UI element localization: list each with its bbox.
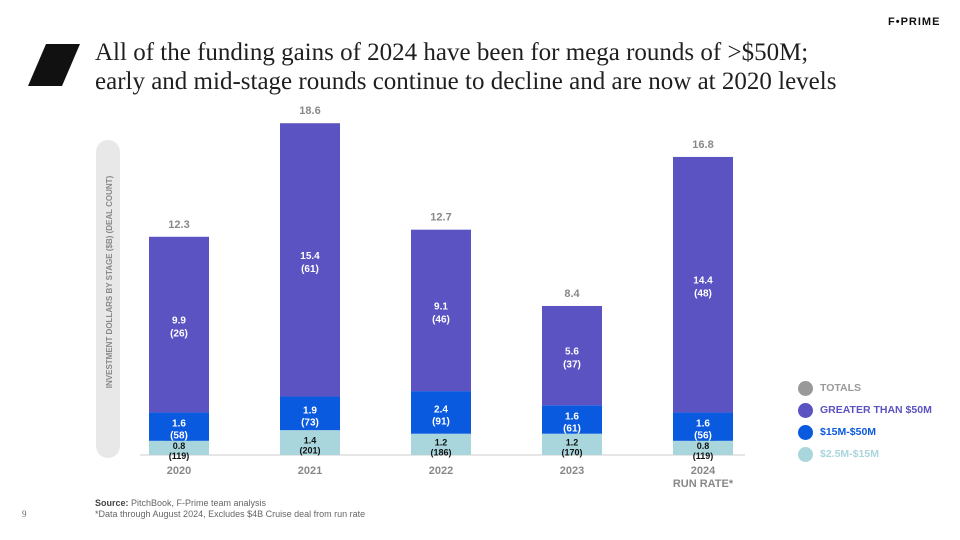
bar-mid-1 [149, 412, 209, 441]
total-label-2: 18.6 [299, 105, 320, 117]
value-label-early-4: 1.2 [566, 437, 579, 447]
value-label-mid-5: 1.6 [696, 419, 710, 430]
bar-mega-5 [673, 156, 733, 413]
value-label-mega-3: 9.1 [434, 301, 448, 312]
footnote: *Data through August 2024, Excludes $4B … [95, 509, 366, 519]
brand-logo: F•PRIME [888, 16, 941, 28]
legend-item-early: $2.5M-$15M [798, 443, 932, 465]
total-label-4: 8.4 [564, 288, 580, 300]
category-label-4: 2023 [560, 465, 584, 477]
bar-mega-2 [280, 123, 340, 397]
label-backdrop-3 [427, 436, 455, 445]
legend-swatch-mid [798, 424, 813, 440]
value-label-early-5: 0.8 [697, 441, 710, 451]
bar-mid-5 [673, 412, 733, 441]
bar-mid-4 [542, 405, 602, 434]
legend-swatch-totals [798, 380, 813, 396]
count-label-early-5: (119) [693, 451, 714, 461]
bar-mega-1 [149, 236, 209, 413]
value-label-mega-1: 9.9 [172, 316, 186, 327]
label-backdrop-4 [558, 436, 586, 445]
value-label-early-2: 1.4 [304, 436, 317, 446]
count-label-mid-1: (58) [170, 431, 188, 442]
brand-slash-logo [28, 44, 80, 86]
count-label-early-4: (170) [561, 447, 582, 457]
count-label-mega-5: (48) [694, 289, 712, 300]
count-label-mid-5: (56) [694, 431, 712, 442]
legend-label-mid: $15M-$50M [820, 426, 877, 438]
source-text: PitchBook, F-Prime team analysis [128, 498, 267, 508]
source-note: Source: PitchBook, F-Prime team analysis… [95, 498, 365, 520]
y-axis-label: INVESTMENT DOLLARS BY STAGE ($B) (DEAL C… [105, 175, 114, 388]
count-label-mid-3: (91) [432, 416, 450, 427]
value-label-mid-4: 1.6 [565, 412, 579, 423]
legend-swatch-early [798, 446, 813, 462]
y-axis-label-background [96, 140, 120, 458]
count-label-early-1: (119) [169, 451, 190, 461]
category-label-1: 2020 [167, 465, 191, 477]
count-label-mega-1: (26) [170, 329, 188, 340]
total-label-5: 16.8 [692, 139, 713, 151]
value-label-early-3: 1.2 [435, 437, 448, 447]
label-backdrop-5 [689, 439, 717, 448]
value-label-mid-2: 1.9 [303, 405, 317, 416]
label-backdrop-2 [296, 434, 324, 443]
legend-item-mega: GREATER THAN $50M [798, 399, 932, 421]
value-label-early-1: 0.8 [173, 441, 186, 451]
title-line-1: All of the funding gains of 2024 have be… [95, 39, 809, 66]
count-label-mega-3: (46) [432, 314, 450, 325]
count-label-mid-4: (61) [563, 424, 581, 435]
page-number: 9 [22, 509, 27, 519]
legend-item-mid: $15M-$50M [798, 421, 932, 443]
count-label-early-2: (201) [299, 446, 320, 456]
legend-item-totals: TOTALS [798, 377, 932, 399]
bar-mega-4 [542, 305, 602, 406]
legend-swatch-mega [798, 402, 813, 418]
count-label-mid-2: (73) [301, 417, 319, 428]
category-label-3: 2022 [429, 465, 453, 477]
category-label-5: 2024 [691, 465, 716, 477]
page-title: All of the funding gains of 2024 have be… [95, 38, 895, 96]
count-label-mega-4: (37) [563, 360, 581, 371]
total-label-3: 12.7 [430, 212, 451, 224]
legend-label-totals: TOTALS [820, 382, 862, 394]
bar-mega-3 [411, 229, 471, 392]
title-line-2: early and mid-stage rounds continue to d… [95, 68, 837, 95]
bar-early-4 [542, 433, 602, 455]
category-label-2: 2021 [298, 465, 322, 477]
value-label-mega-4: 5.6 [565, 347, 579, 358]
value-label-mid-3: 2.4 [434, 404, 448, 415]
value-label-mega-5: 14.4 [693, 276, 713, 287]
bar-mid-3 [411, 391, 471, 434]
value-label-mid-1: 1.6 [172, 419, 186, 430]
chart-legend: TOTALS GREATER THAN $50M $15M-$50M $2.5M… [798, 377, 932, 465]
category-sublabel-5: RUN RATE* [673, 478, 734, 490]
count-label-mega-2: (61) [301, 264, 319, 275]
value-label-mega-2: 15.4 [300, 251, 320, 262]
legend-label-early: $2.5M-$15M [820, 448, 879, 460]
label-backdrop-1 [165, 439, 193, 448]
source-label: Source: [95, 498, 129, 508]
bar-early-3 [411, 433, 471, 455]
legend-label-mega: GREATER THAN $50M [820, 404, 932, 416]
bar-mid-2 [280, 396, 340, 431]
total-label-1: 12.3 [168, 219, 189, 231]
count-label-early-3: (186) [430, 447, 451, 457]
